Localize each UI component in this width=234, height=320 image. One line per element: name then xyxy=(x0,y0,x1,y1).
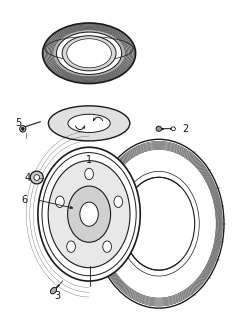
Ellipse shape xyxy=(156,126,162,131)
Ellipse shape xyxy=(55,196,64,207)
Ellipse shape xyxy=(103,241,111,252)
Ellipse shape xyxy=(21,127,24,130)
Ellipse shape xyxy=(43,23,136,84)
Ellipse shape xyxy=(38,147,140,281)
Text: 4: 4 xyxy=(24,172,30,182)
Ellipse shape xyxy=(48,161,130,268)
Ellipse shape xyxy=(57,32,122,75)
Text: 1: 1 xyxy=(86,155,92,165)
Ellipse shape xyxy=(68,186,111,242)
Ellipse shape xyxy=(123,177,195,270)
Ellipse shape xyxy=(48,106,130,141)
Ellipse shape xyxy=(114,196,123,207)
Text: 5: 5 xyxy=(15,118,21,128)
Ellipse shape xyxy=(67,241,75,252)
Text: 3: 3 xyxy=(55,292,61,301)
Ellipse shape xyxy=(85,168,93,180)
Ellipse shape xyxy=(20,125,26,132)
Ellipse shape xyxy=(94,139,224,308)
Ellipse shape xyxy=(34,175,40,180)
Text: 6: 6 xyxy=(21,195,27,205)
Ellipse shape xyxy=(30,171,43,184)
Ellipse shape xyxy=(67,39,111,68)
Text: 2: 2 xyxy=(183,124,189,134)
Ellipse shape xyxy=(171,127,176,131)
Ellipse shape xyxy=(62,36,116,71)
Ellipse shape xyxy=(80,202,98,226)
Ellipse shape xyxy=(50,287,57,294)
Ellipse shape xyxy=(68,114,110,132)
